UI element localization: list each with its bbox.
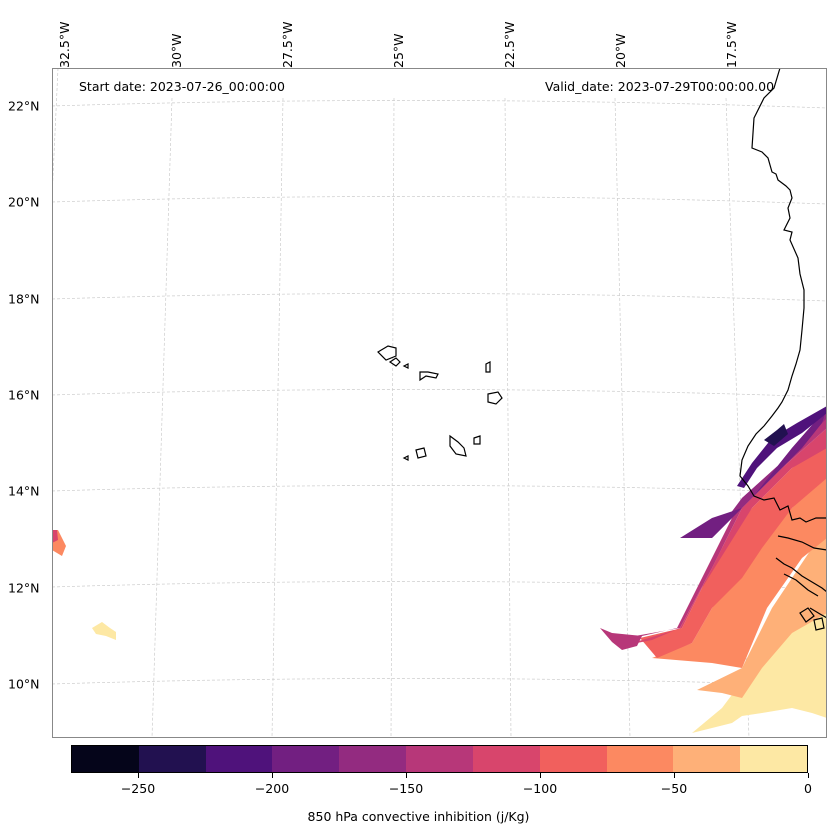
cin-patch-isolated-west — [92, 622, 116, 640]
colorbar-tick-3 — [539, 773, 541, 778]
cin-band-225-to-250 — [764, 424, 788, 446]
cin-patch-south-purple — [600, 628, 642, 650]
gridline-lat-12 — [52, 581, 827, 590]
valid-date-label: Valid_date: 2023-07-29T00:00:00.00 — [545, 79, 775, 94]
gridline-lat-20 — [52, 196, 827, 205]
coastline-guinea-bissau — [775, 557, 827, 619]
island-sao-vicente — [388, 357, 401, 367]
colorbar-swatch-7 — [472, 746, 540, 772]
colorbar-swatch-2 — [138, 746, 206, 772]
colorbar-tick-label-3: −100 — [522, 781, 558, 796]
lon-label-20W: 20°W — [613, 33, 628, 68]
start-date-label: Start date: 2023-07-26_00:00:00 — [79, 79, 285, 94]
gridline-lat-16 — [52, 389, 827, 398]
gridline-lon-27.5 — [271, 97, 284, 738]
island-sal — [485, 361, 491, 373]
gridline-lon-20 — [614, 97, 631, 738]
colorbar-tick-label-5: 0 — [804, 781, 812, 796]
coastlines — [739, 68, 827, 631]
colorbar-tick-label-4: −50 — [660, 781, 688, 796]
cin-band-25-to-50 — [697, 538, 827, 698]
lon-label-30W: 30°W — [169, 33, 184, 68]
island-sao-nicolau — [419, 371, 439, 382]
lon-label-22.5W: 22.5°W — [502, 21, 517, 68]
lon-label-27.5W: 27.5°W — [280, 21, 295, 68]
colorbar-tick-5 — [807, 773, 809, 778]
colorbar-title: 850 hPa convective inhibition (j/Kg) — [307, 809, 530, 824]
colorbar-swatch-5 — [339, 746, 407, 772]
gridline-lon-25 — [390, 97, 395, 738]
cin-patch-west-edge-inner — [52, 530, 58, 543]
map-frame — [52, 68, 827, 738]
cin-band-100-to-125 — [622, 428, 827, 646]
lat-label-22N: 22°N — [8, 98, 40, 114]
colorbar-tick-1 — [271, 773, 273, 778]
colorbar-swatch-10 — [673, 746, 741, 772]
coastline-gambia — [777, 535, 827, 551]
gridline-lat-22 — [52, 100, 827, 109]
island-santo-antao — [377, 345, 397, 361]
colorbar — [71, 745, 808, 773]
colorbar-tick-0 — [137, 773, 139, 778]
colorbar-swatch-4 — [272, 746, 340, 772]
colorbar-swatch-11 — [740, 746, 807, 772]
cin-contours — [52, 406, 827, 733]
lon-label-25W: 25°W — [391, 33, 406, 68]
island-boa-vista — [487, 391, 503, 405]
gridline-lon-17.5 — [725, 97, 750, 738]
colorbar-tick-label-0: −250 — [120, 781, 156, 796]
cape-verde-islands — [377, 345, 503, 461]
island-brava — [402, 455, 409, 461]
lat-label-18N: 18°N — [8, 291, 40, 307]
cin-band-75-to-100 — [640, 443, 827, 658]
coastline-africa-west — [739, 68, 827, 523]
island-maio — [473, 435, 481, 445]
lat-label-12N: 12°N — [8, 580, 40, 596]
colorbar-swatch-6 — [406, 746, 473, 772]
colorbar-swatch-3 — [205, 746, 273, 772]
colorbar-tick-label-1: −200 — [254, 781, 290, 796]
gridline-lat-14 — [52, 485, 827, 494]
gridline-lon-32.5 — [52, 68, 59, 199]
island-santiago — [449, 434, 467, 457]
colorbar-tick-label-2: −150 — [388, 781, 424, 796]
colorbar-swatch-8 — [539, 746, 607, 772]
colorbar-tick-4 — [673, 773, 675, 778]
graticule — [52, 68, 827, 738]
gridline-lon-22.5 — [504, 97, 512, 738]
colorbar-swatch-9 — [606, 746, 674, 772]
island-santa-luzia — [402, 363, 409, 369]
lat-label-14N: 14°N — [8, 483, 40, 499]
lat-label-10N: 10°N — [8, 676, 40, 692]
cin-band-200-to-225 — [737, 406, 827, 488]
gridline-lat-18 — [52, 293, 827, 302]
colorbar-swatch-1 — [72, 746, 139, 772]
coastline-bijagos — [799, 607, 825, 631]
lon-label-17.5W: 17.5°W — [724, 21, 739, 68]
colorbar-tick-2 — [405, 773, 407, 778]
lon-label-32.5W: 32.5°W — [57, 21, 72, 68]
gridline-lon-30 — [151, 97, 173, 738]
map-canvas — [52, 68, 827, 738]
lat-label-20N: 20°N — [8, 194, 40, 210]
island-fogo — [415, 447, 427, 459]
lat-label-16N: 16°N — [8, 387, 40, 403]
gridline-lat-10 — [52, 678, 827, 687]
